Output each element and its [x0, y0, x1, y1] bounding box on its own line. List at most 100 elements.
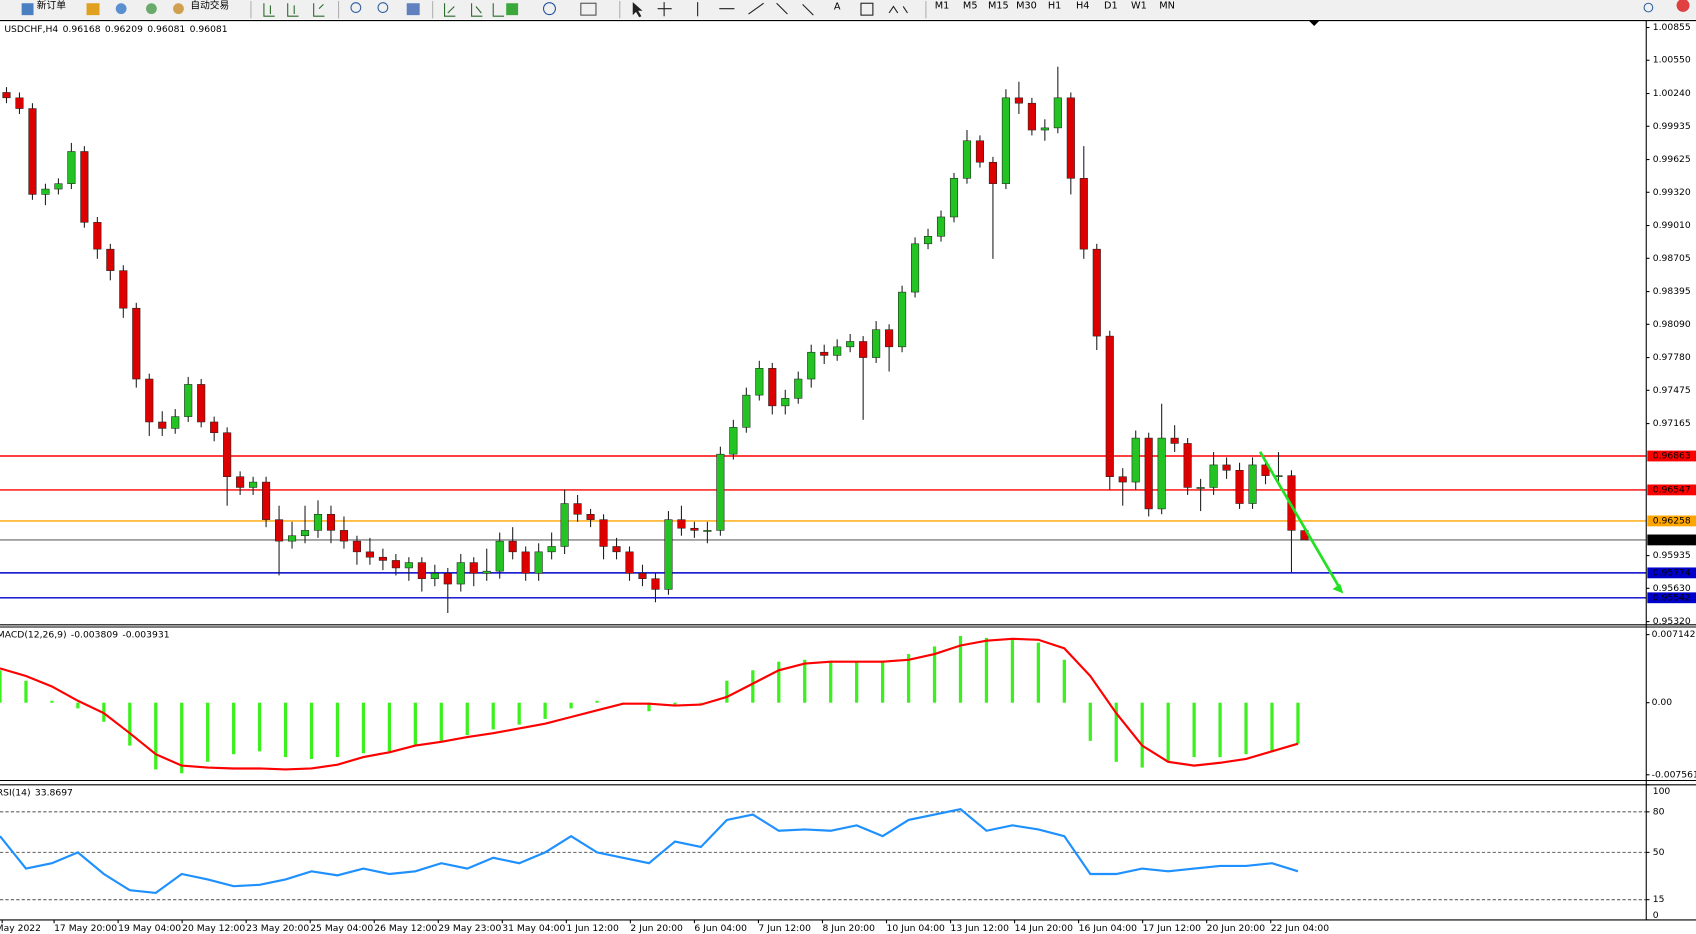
- macd-bar: [1192, 702, 1196, 758]
- notification[interactable]: [1676, 0, 1690, 12]
- macd-pane: 0.007142 0.00 -0.007561 MACD(12,26,9) -0.003…: [0, 629, 1696, 780]
- candle-body: [1001, 97, 1010, 184]
- y-tick-label: 1.00855: [1653, 22, 1691, 33]
- timeframe-button[interactable]: M15: [988, 0, 1009, 11]
- icon[interactable]: [86, 3, 100, 16]
- macd-bar: [984, 637, 989, 703]
- timeframe-button[interactable]: M5: [963, 0, 978, 11]
- candle-body: [210, 421, 219, 433]
- y-tick-label: 0.97165: [1653, 418, 1691, 429]
- candle-body: [651, 578, 660, 590]
- search[interactable]: [1643, 2, 1654, 13]
- autotrade-icon[interactable]: [173, 3, 184, 15]
- candle-body: [885, 329, 894, 348]
- candle-body: [430, 573, 439, 579]
- candle-body: [612, 546, 621, 553]
- x-tick-label: 14 Jun 20:00: [1015, 923, 1074, 934]
- candle-body: [404, 562, 413, 569]
- price-level-label: 0.95542: [1653, 592, 1691, 603]
- candle-body: [197, 384, 206, 423]
- y-tick-label: 15: [1653, 894, 1665, 905]
- timeframe-button[interactable]: W1: [1131, 0, 1147, 11]
- text-tool[interactable]: A: [834, 1, 841, 12]
- y-tick-label: 100: [1653, 786, 1671, 797]
- candle-body: [936, 216, 946, 237]
- timeframe-button[interactable]: H1: [1048, 0, 1062, 11]
- zoom-out[interactable]: [377, 2, 389, 13]
- candle-body: [262, 481, 271, 520]
- candle-body: [495, 540, 504, 572]
- candle-body: [872, 329, 881, 358]
- zoom-in[interactable]: [350, 2, 362, 13]
- macd-bar: [361, 702, 366, 754]
- candle-body: [768, 368, 777, 407]
- candle-body: [275, 519, 284, 542]
- x-tick-label: 8 Jun 20:00: [822, 923, 875, 934]
- candle-body: [339, 530, 349, 542]
- x-tick-label: 23 May 20:00: [246, 923, 309, 934]
- macd-bar: [1244, 702, 1248, 755]
- candle-body: [469, 562, 478, 574]
- candle-body: [93, 222, 102, 250]
- macd-bar: [76, 702, 80, 709]
- label-tool[interactable]: [860, 2, 874, 16]
- readout-value: 0.96209: [105, 24, 143, 35]
- y-tick-label: 0.95630: [1653, 583, 1691, 594]
- pane-title: RSI(14): [0, 787, 31, 798]
- candle-body: [184, 384, 193, 417]
- arrows-tool[interactable]: [888, 5, 908, 14]
- macd-bar: [128, 702, 132, 746]
- timeframe-button[interactable]: H4: [1076, 0, 1090, 11]
- crosshair-tool[interactable]: [657, 2, 672, 17]
- x-tick-label: 10 Jun 04:00: [887, 923, 946, 934]
- candle-body: [2, 92, 11, 99]
- macd-bar: [50, 700, 54, 703]
- timeframe-button[interactable]: M30: [1016, 0, 1037, 11]
- trend-arrow: [1258, 451, 1341, 588]
- x-tick-label: 13 Jun 12:00: [951, 923, 1010, 934]
- macd-bar: [1296, 702, 1300, 744]
- price-pane: 1.00855 1.00550 1.00240 0.99935 0.99625 0.993…: [0, 22, 1696, 627]
- icon[interactable]: [146, 3, 157, 15]
- price-level-tag: [1647, 515, 1696, 527]
- x-tick-label: 22 Jun 04:00: [1271, 923, 1330, 934]
- candle-body: [1027, 102, 1036, 131]
- autotrade-button[interactable]: 自动交易: [190, 0, 229, 11]
- timeframe-button[interactable]: M1: [935, 0, 950, 11]
- price-level-label: 0.95774: [1653, 567, 1691, 578]
- x-tick-label: 26 May 12:00: [374, 923, 437, 934]
- candle-body: [287, 535, 297, 542]
- icon[interactable]: [115, 3, 127, 15]
- chart-type-icons[interactable]: [263, 3, 325, 17]
- candle-body: [677, 519, 686, 529]
- macd-bar: [257, 702, 262, 752]
- indicators[interactable]: [506, 3, 519, 16]
- timeframes: M1 M5 M15 M30 H1 H4 D1 W1 MN: [935, 0, 1175, 11]
- macd-bar: [880, 660, 885, 703]
- chart-shift-icons[interactable]: [444, 3, 505, 17]
- candle-body: [833, 346, 842, 356]
- time-axis: May 2022 17 May 20:00 19 May 04:00 20 May 1…: [0, 919, 1330, 934]
- line-tools[interactable]: [697, 2, 814, 17]
- macd-bar: [180, 702, 184, 774]
- macd-bar: [413, 702, 417, 746]
- candle-body: [1092, 248, 1101, 337]
- macd-bar: [803, 659, 807, 703]
- candle-body: [300, 530, 310, 537]
- candle-body: [923, 236, 933, 245]
- periods[interactable]: [542, 2, 556, 16]
- candle-body: [1040, 127, 1049, 131]
- candle-body: [1248, 464, 1257, 504]
- timeframe-button[interactable]: MN: [1159, 0, 1175, 11]
- candle-body: [1053, 97, 1062, 129]
- candle-body: [365, 551, 374, 558]
- candle-body: [794, 378, 803, 399]
- tile-windows[interactable]: [406, 3, 420, 16]
- new-order-button[interactable]: 新订单: [37, 0, 66, 11]
- new-order-icon[interactable]: [21, 3, 34, 16]
- timeframe-button[interactable]: D1: [1104, 0, 1118, 11]
- cursor-tool[interactable]: [632, 2, 643, 18]
- templates[interactable]: [580, 2, 597, 16]
